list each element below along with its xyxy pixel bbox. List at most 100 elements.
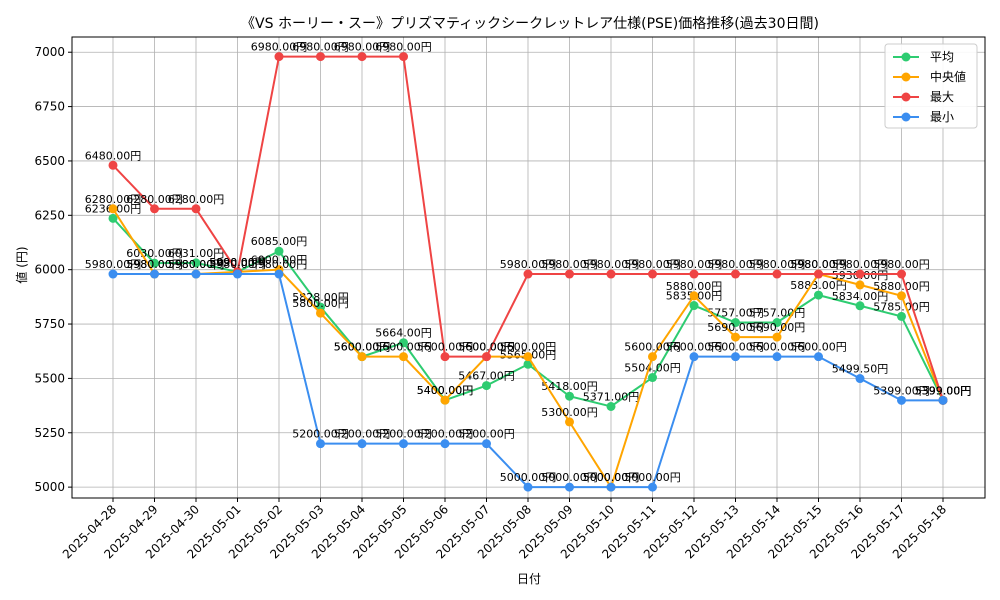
data-label: 5828.00円 — [292, 291, 349, 304]
data-label: 5980.00円 — [500, 258, 557, 271]
data-label: 5000.00円 — [500, 471, 557, 484]
data-label: 5000.00円 — [541, 471, 598, 484]
data-point — [399, 338, 408, 348]
data-label: 5980.00円 — [873, 258, 930, 271]
y-axis-label: 値 (円) — [14, 246, 29, 283]
data-label: 5200.00円 — [292, 428, 349, 441]
data-point — [191, 258, 201, 268]
data-label: 5600.00円 — [790, 341, 847, 354]
data-label: 6280.00円 — [168, 193, 225, 206]
data-point — [440, 395, 450, 405]
data-point — [191, 204, 201, 214]
data-label: 5200.00円 — [417, 428, 474, 441]
data-point — [274, 52, 284, 62]
data-label: 5980.00円 — [209, 258, 266, 271]
series-1: 6280.00円5980.00円5980.00円5990.00円6000.00円… — [85, 193, 972, 492]
data-point — [772, 318, 782, 328]
data-point — [731, 332, 740, 342]
data-label: 5600.00円 — [458, 341, 515, 354]
data-label: 5399.00円 — [915, 384, 972, 397]
data-point — [606, 269, 616, 279]
data-label: 5371.00円 — [583, 390, 640, 403]
data-point — [440, 352, 450, 362]
data-point — [938, 395, 948, 405]
data-label: 5980.00円 — [624, 258, 681, 271]
data-point — [689, 352, 699, 362]
y-tick-label: 5750 — [34, 317, 65, 331]
legend-swatch-marker — [901, 92, 911, 102]
data-point — [648, 482, 657, 492]
data-point — [108, 269, 118, 279]
data-point — [565, 482, 574, 492]
data-label: 5980.00円 — [707, 258, 764, 271]
data-label: 5990.00円 — [209, 256, 266, 269]
data-label: 5980.00円 — [168, 258, 225, 271]
data-point — [897, 395, 906, 405]
data-label: 5504.00円 — [624, 362, 681, 375]
y-tick-label: 6750 — [34, 100, 65, 114]
data-label: 6980.00円 — [375, 41, 432, 54]
legend-label: 平均 — [930, 50, 954, 64]
legend-label: 中央値 — [930, 69, 966, 84]
data-label: 5400.00円 — [417, 384, 474, 397]
data-point — [855, 374, 865, 384]
data-label: 6280.00円 — [85, 193, 142, 206]
y-tick-label: 7000 — [34, 45, 65, 59]
data-label: 5000.00円 — [583, 471, 640, 484]
data-point — [399, 439, 408, 449]
data-point — [855, 301, 865, 311]
data-label: 5399.00円 — [915, 384, 972, 397]
data-point — [316, 439, 325, 449]
data-label: 5600.00円 — [666, 341, 723, 354]
data-label: 5980.00円 — [126, 258, 183, 271]
chart-title: 《VS ホーリー・スー》プリズマティックシークレットレア仕様(PSE)価格推移(… — [241, 16, 819, 32]
data-label: 5980.00円 — [790, 258, 847, 271]
data-point — [855, 280, 865, 290]
data-label: 5600.00円 — [375, 341, 432, 354]
data-label: 5980.00円 — [541, 258, 598, 271]
x-axis-label: 日付 — [517, 572, 541, 586]
data-point — [399, 352, 408, 362]
data-label: 5600.00円 — [500, 341, 557, 354]
legend-swatch-marker — [901, 52, 911, 62]
data-label: 5200.00円 — [375, 428, 432, 441]
data-point — [316, 308, 325, 318]
series-2: 6480.00円6280.00円6280.00円5990.00円6980.00円… — [85, 41, 971, 405]
data-label: 5000.00円 — [583, 471, 640, 484]
data-label: 5980.00円 — [666, 258, 723, 271]
data-label: 6980.00円 — [251, 41, 308, 54]
legend-label: 最大 — [930, 90, 954, 104]
data-point — [648, 269, 657, 279]
data-label: 5980.00円 — [251, 258, 308, 271]
data-point — [482, 352, 491, 362]
data-point — [482, 439, 491, 449]
data-label: 5600.00円 — [458, 341, 515, 354]
data-point — [150, 258, 159, 268]
data-label: 6031.00円 — [168, 247, 225, 260]
data-label: 6980.00円 — [292, 41, 349, 54]
legend-box — [884, 43, 978, 129]
data-point — [772, 352, 782, 362]
data-label: 5600.00円 — [624, 341, 681, 354]
data-label: 5399.00円 — [915, 384, 972, 397]
data-label: 5400.00円 — [417, 384, 474, 397]
series-3: 5980.00円5980.00円5980.00円5980.00円5980.00円… — [85, 258, 972, 492]
data-label: 5200.00円 — [334, 428, 391, 441]
data-label: 5300.00円 — [541, 406, 598, 419]
data-point — [897, 311, 906, 321]
data-point — [233, 269, 242, 279]
data-label: 5980.00円 — [126, 258, 183, 271]
data-label: 5980.00円 — [832, 258, 889, 271]
data-label: 5000.00円 — [624, 471, 681, 484]
data-point — [606, 401, 616, 411]
data-point — [108, 160, 118, 170]
y-tick-label: 6250 — [34, 208, 65, 222]
data-point — [731, 318, 740, 328]
data-label: 5600.00円 — [334, 341, 391, 354]
data-label: 5990.00円 — [209, 256, 266, 269]
grid — [72, 37, 985, 498]
data-point — [565, 391, 574, 401]
data-label: 5499.50円 — [832, 363, 889, 376]
data-label: 5980.00円 — [85, 258, 142, 271]
